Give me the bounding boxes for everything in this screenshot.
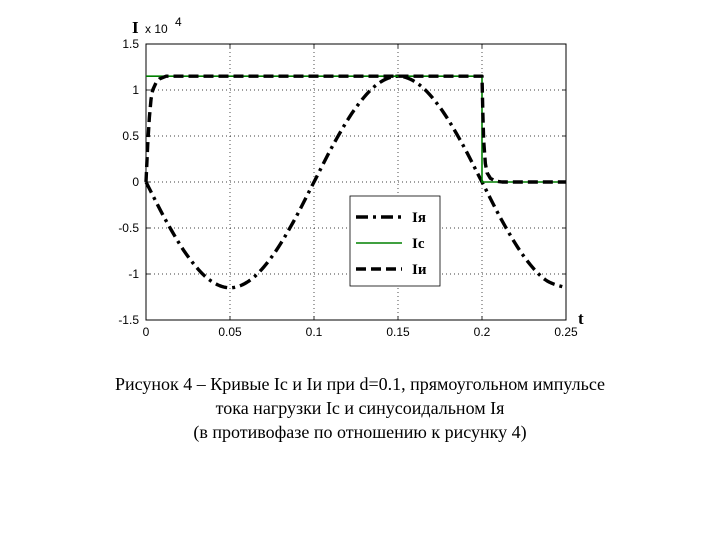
series-line-2 <box>144 74 566 184</box>
x-tick-label: 0.05 <box>218 325 242 339</box>
y-tick-label: -1 <box>128 267 139 281</box>
legend-label-ic: Ic <box>412 236 425 252</box>
y-tick-label: 1.5 <box>122 37 139 51</box>
y-tick-label: -1.5 <box>118 313 139 327</box>
y-tick-label: 0 <box>132 175 139 189</box>
x-tick-label: 0.25 <box>554 325 578 339</box>
figure-caption: Рисунок 4 – Кривые Ic и Iи при d=0.1, пр… <box>0 372 720 444</box>
y-tick-label: 0.5 <box>122 129 139 143</box>
y-multiplier-exponent: 4 <box>175 15 182 29</box>
caption-line-1: Рисунок 4 – Кривые Ic и Iи при d=0.1, пр… <box>114 374 606 394</box>
tick-labels: 0 0.05 0.1 0.15 0.2 0.25 1.5 1 0.5 0 -0.5 -1 -1.5 <box>118 37 578 339</box>
y-multiplier-label: x 10 <box>145 22 168 36</box>
legend-box <box>349 195 441 287</box>
x-tick-label: 0.1 <box>306 325 323 339</box>
caption-line-2: тока нагрузки Ic и синусоидальном Iя <box>215 398 505 418</box>
series-group <box>144 74 567 290</box>
legend-label-ia: Iя <box>412 210 426 226</box>
x-tick-label: 0 <box>143 325 150 339</box>
y-axis-label: I <box>132 18 139 37</box>
y-tick-label: -0.5 <box>118 221 139 235</box>
legend-label-ii: Iи <box>412 262 427 278</box>
x-axis-label: t <box>578 309 584 328</box>
y-tick-label: 1 <box>132 83 139 97</box>
series-line-0 <box>144 74 567 290</box>
legend: Iя Ic Iи <box>349 195 441 287</box>
x-tick-label: 0.15 <box>386 325 410 339</box>
series-line-1 <box>146 75 566 183</box>
chart: 0 0.05 0.1 0.15 0.2 0.251.510.50-0.5-1-1.5 I … <box>118 15 584 339</box>
x-tick-label: 0.2 <box>474 325 491 339</box>
caption-line-3: (в противофазе по отношению к рисунку 4) <box>193 422 527 442</box>
